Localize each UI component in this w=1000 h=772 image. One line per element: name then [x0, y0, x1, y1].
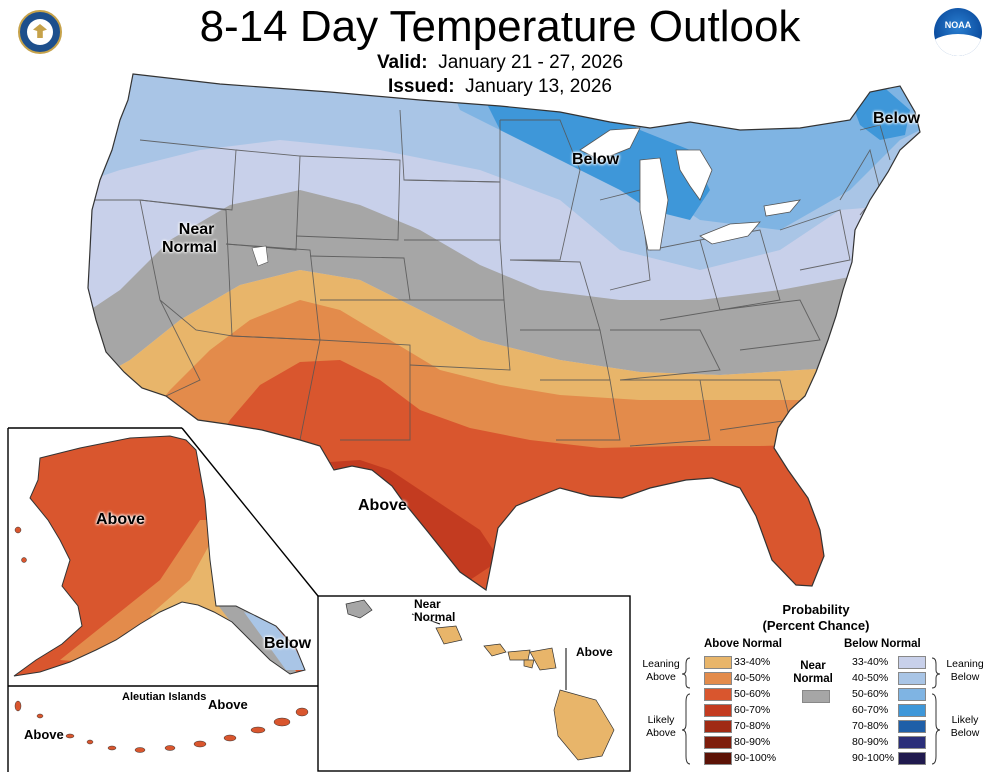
legend-braces: [681, 657, 941, 765]
legend-below-header: Below Normal: [844, 638, 921, 650]
legend-above-header: Above Normal: [704, 638, 782, 650]
valid-value: January 21 - 27, 2026: [438, 52, 624, 73]
label-hawaii-near-normal: Near Normal: [414, 597, 456, 624]
legend-above-range: 60-70%: [734, 704, 771, 716]
legend-above-range: 90-100%: [734, 752, 777, 764]
legend-above-range: 80-90%: [734, 736, 771, 748]
us-department-of-commerce-seal-icon: [18, 10, 62, 54]
legend-above-range: 33-40%: [734, 656, 771, 668]
legend-near-normal: Near Normal: [793, 660, 833, 685]
valid-line: Valid: January 21 - 27, 2026: [0, 52, 1000, 74]
legend-below-range: 90-100%: [852, 752, 895, 764]
legend-above-swatch: [704, 752, 732, 765]
probability-legend: Probability (Percent Chance) Above Norma…: [636, 600, 996, 770]
legend-above-range: 70-80%: [734, 720, 771, 732]
legend-below-range: 33-40%: [852, 656, 889, 668]
label-aleutian-islands: Aleutian Islands: [122, 691, 207, 703]
label-aleutian-above-east: Above: [208, 697, 248, 712]
legend-below-swatch: [898, 752, 926, 765]
legend-leaning-below: Leaning Below: [946, 658, 984, 683]
noaa-logo-icon: NOAA: [934, 8, 982, 56]
legend-above-swatch: [704, 672, 732, 685]
issued-label: Issued:: [388, 76, 455, 97]
legend-below-swatch: [898, 720, 926, 733]
issued-line: Issued: January 13, 2026: [0, 76, 1000, 98]
label-near-normal-west: Near Normal: [162, 221, 218, 256]
legend-below-swatch: [898, 656, 926, 669]
legend-likely-below: Likely Below: [950, 714, 980, 739]
legend-likely-above: Likely Above: [646, 714, 676, 739]
legend-above-swatch: [704, 736, 732, 749]
legend-above-swatch: [704, 704, 732, 717]
legend-above-range: 50-60%: [734, 688, 771, 700]
legend-subtitle: (Percent Chance): [762, 618, 870, 633]
legend-below-range: 70-80%: [852, 720, 889, 732]
label-below-northeast: Below: [873, 110, 921, 127]
legend-above-swatch: [704, 656, 732, 669]
legend-below-swatch: [898, 672, 926, 685]
legend-below-swatch: [898, 688, 926, 701]
legend-below-range: 60-70%: [852, 704, 889, 716]
legend-below-range: 80-90%: [852, 736, 889, 748]
valid-label: Valid:: [376, 52, 428, 73]
legend-leaning-above: Leaning Above: [642, 658, 680, 683]
legend-below-swatch: [898, 736, 926, 749]
legend-near-normal-swatch: [802, 690, 830, 703]
legend-above-swatch: [704, 720, 732, 733]
label-above-southwest: Above: [358, 497, 407, 514]
legend-below-range: 40-50%: [852, 672, 889, 684]
label-alaska-below: Below: [264, 635, 312, 652]
page-title: 8-14 Day Temperature Outlook: [199, 2, 801, 51]
legend-below-range: 50-60%: [852, 688, 889, 700]
label-below-great-lakes: Below: [572, 151, 620, 168]
issued-value: January 13, 2026: [465, 76, 612, 97]
legend-above-range: 40-50%: [734, 672, 771, 684]
legend-above-swatch: [704, 688, 732, 701]
label-alaska-above: Above: [96, 511, 145, 528]
legend-title: Probability: [782, 602, 850, 617]
label-hawaii-above: Above: [576, 645, 613, 659]
label-aleutian-above-west: Above: [24, 727, 64, 742]
legend-below-swatch: [898, 704, 926, 717]
